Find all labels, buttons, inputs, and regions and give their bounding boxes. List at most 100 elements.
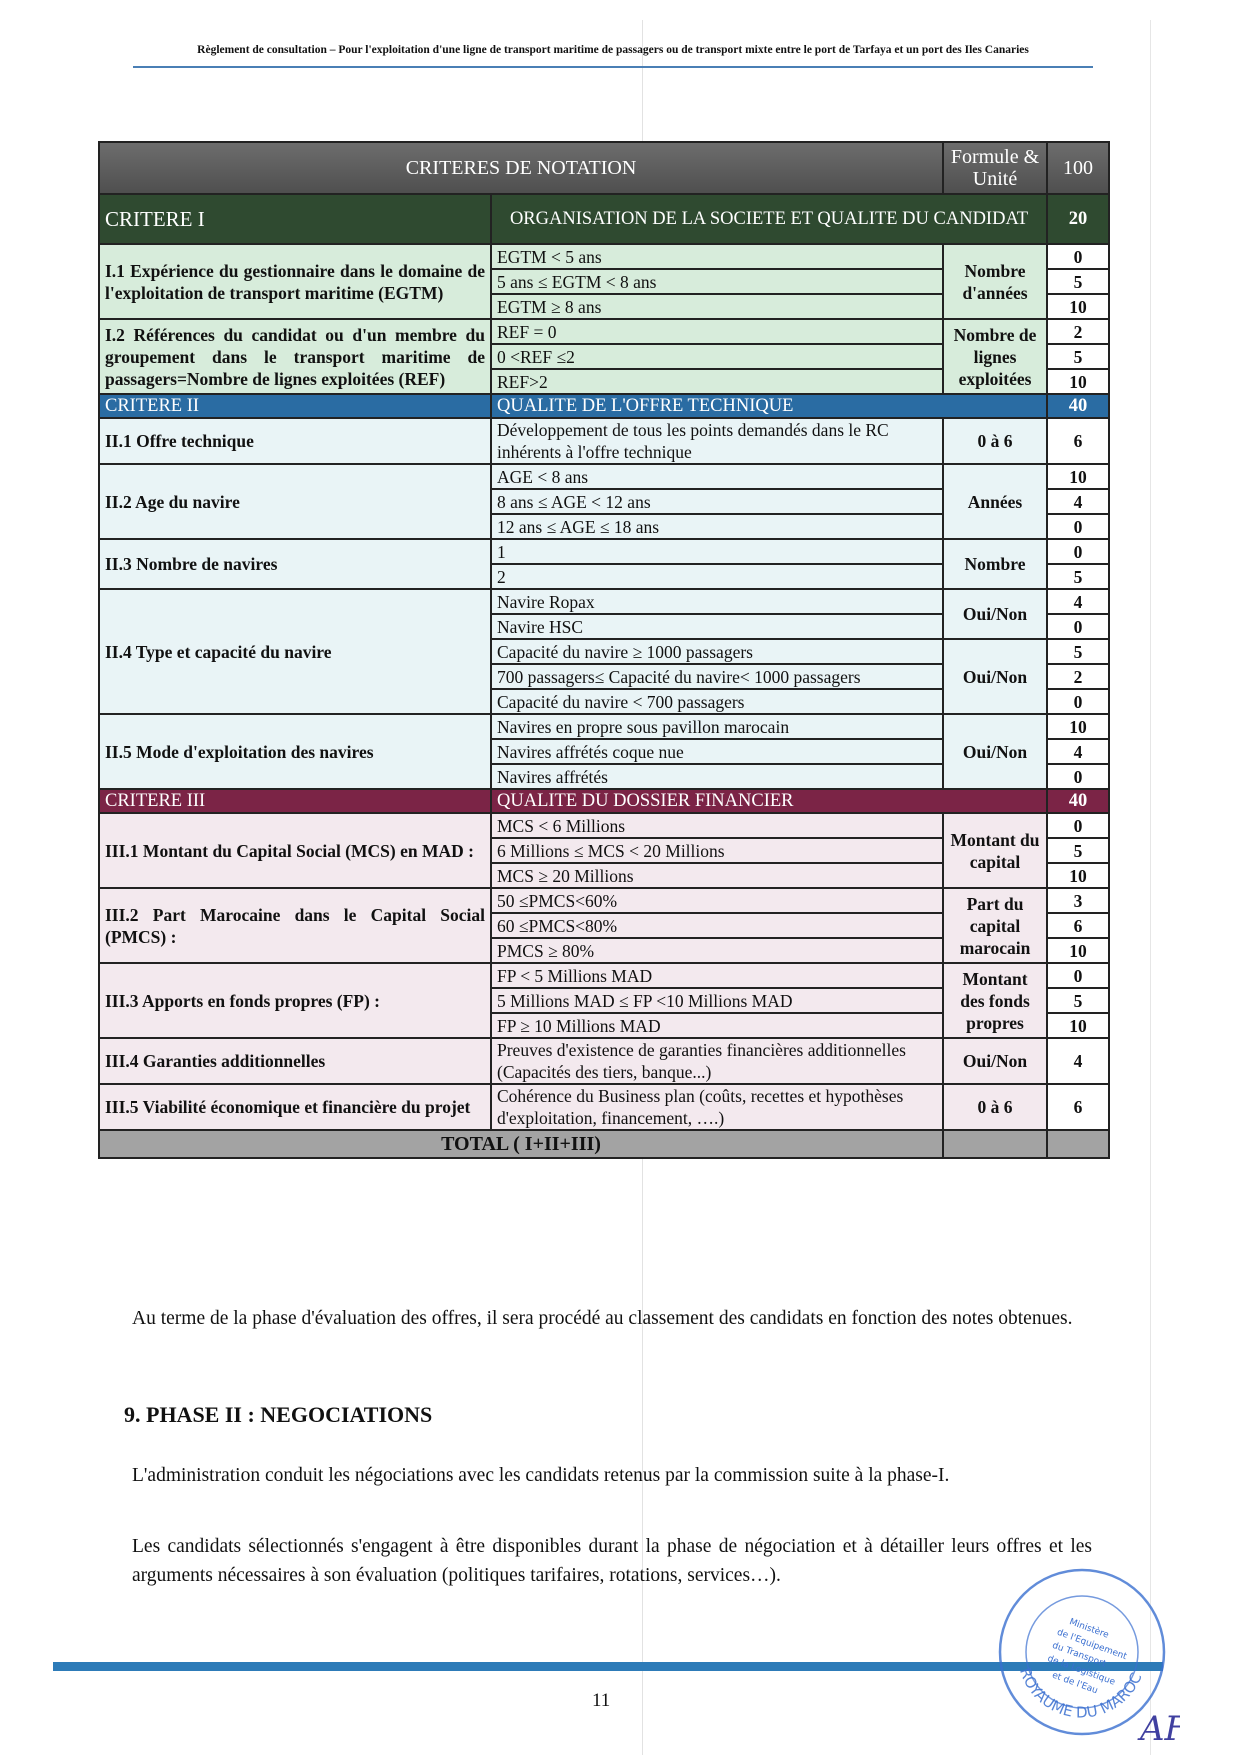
option-text: Navire HSC	[489, 613, 945, 640]
option-text: FP ≥ 10 Millions MAD	[489, 1012, 945, 1039]
unit-cell: Nombre d'années	[942, 243, 1049, 320]
option-text: Navires en propre sous pavillon marocain	[489, 713, 945, 740]
score-cell: 2	[1046, 663, 1111, 690]
running-header: Règlement de consultation – Pour l'explo…	[197, 44, 1029, 56]
unit-cell: Oui/Non	[942, 1037, 1049, 1085]
option-text: 12 ans ≤ AGE ≤ 18 ans	[489, 513, 945, 540]
total-score-cell	[1046, 1129, 1111, 1159]
option-text: 1	[489, 538, 945, 565]
option-text: Développement de tous les points demandé…	[489, 417, 945, 465]
criterion-option-row: Navires affrétés coque nue 4	[99, 738, 1111, 765]
criterion-label: CRITERE II	[98, 393, 492, 419]
option-text: Navire Ropax	[489, 588, 945, 615]
criterion-title: ORGANISATION DE LA SOCIETE ET QUALITE DU…	[489, 193, 1049, 245]
unit-header: Formule & Unité	[942, 141, 1049, 195]
criterion-option-row: PMCS ≥ 80% 10	[99, 937, 1111, 964]
score-cell: 10	[1046, 862, 1111, 889]
score-cell: 0	[1046, 812, 1111, 839]
score-cell: 0	[1046, 613, 1111, 640]
unit-cell: 0 à 6	[942, 417, 1049, 465]
criterion-option-row: 5 Millions MAD ≤ FP <10 Millions MAD 5	[99, 987, 1111, 1014]
svg-text:AF: AF	[1137, 1709, 1180, 1749]
official-stamp: ROYAUME DU MAROC Ministère de l'Equipeme…	[998, 1568, 1180, 1749]
unit-cell: Oui/Non	[942, 588, 1049, 640]
criterion-option-row: FP ≥ 10 Millions MAD 10	[99, 1012, 1111, 1039]
score-cell: 5	[1046, 638, 1111, 665]
score-cell: 5	[1046, 563, 1111, 590]
criterion-title: QUALITE DU DOSSIER FINANCIER	[489, 788, 1049, 814]
page-edge-line	[1150, 20, 1151, 1755]
criterion-option-row: REF>2 10	[99, 368, 1111, 395]
page-number: 11	[592, 1690, 611, 1711]
scoring-table: CRITERES DE NOTATION Formule & Unité 100…	[97, 141, 1111, 1159]
header-rule	[133, 66, 1093, 68]
criterion-option-row: III.4 Garanties additionnelles Preuves d'…	[98, 1037, 1111, 1085]
score-cell: 0	[1046, 243, 1111, 270]
unit-cell: Montant des fonds propres	[942, 962, 1049, 1039]
criterion-option-row: 0 <REF ≤2 5	[99, 343, 1111, 370]
option-text: EGTM ≥ 8 ans	[489, 293, 945, 320]
score-cell: 10	[1046, 368, 1111, 395]
unit-cell: Nombre de lignes exploitées	[942, 318, 1049, 395]
criterion-option-row: Capacité du navire ≥ 1000 passagers Oui/N…	[99, 638, 1111, 715]
option-text: Navires affrétés coque nue	[489, 738, 945, 765]
criterion-option-row: II.4 Type et capacité du navire Navire Ro…	[98, 588, 1111, 715]
sub-criterion-label: III.2 Part Marocaine dans le Capital Soc…	[98, 887, 492, 964]
criterion-points: 40	[1046, 393, 1111, 419]
criterion-option-row: EGTM ≥ 8 ans 10	[99, 293, 1111, 320]
score-cell: 5	[1046, 987, 1111, 1014]
criterion-header-row: CRITERE I ORGANISATION DE LA SOCIETE ET Q…	[98, 193, 1111, 245]
footer-bar	[53, 1662, 1163, 1671]
total-row: TOTAL ( I+II+III)	[97, 1129, 1111, 1159]
score-cell: 6	[1046, 1083, 1111, 1131]
criterion-option-row: 8 ans ≤ AGE < 12 ans 4	[99, 488, 1111, 515]
option-text: 0 <REF ≤2	[489, 343, 945, 370]
score-cell: 5	[1046, 268, 1111, 295]
criterion-points: 20	[1046, 193, 1111, 245]
criterion-points: 40	[1046, 788, 1111, 814]
score-cell: 10	[1046, 293, 1111, 320]
criterion-option-row: 700 passagers≤ Capacité du navire< 1000 …	[99, 663, 1111, 690]
unit-cell: Nombre	[942, 538, 1049, 590]
criterion-option-row: II.2 Age du navire AGE < 8 ans Années 10	[98, 463, 1111, 540]
option-text: REF = 0	[489, 318, 945, 345]
paragraph-candidates: Les candidats sélectionnés s'engagent à …	[132, 1536, 1092, 1586]
score-cell: 4	[1046, 738, 1111, 765]
sub-criterion-label: II.1 Offre technique	[98, 417, 492, 465]
criterion-option-row: 60 ≤PMCS<80% 6	[99, 912, 1111, 939]
option-text: Preuves d'existence de garanties financi…	[489, 1037, 945, 1085]
total-unit-cell	[942, 1129, 1049, 1159]
criterion-option-row: II.1 Offre technique Développement de tou…	[98, 417, 1111, 465]
sub-criterion-label: I.2 Références du candidat ou d'un membr…	[98, 318, 492, 395]
score-cell: 0	[1046, 763, 1111, 790]
score-cell: 4	[1046, 488, 1111, 515]
score-cell: 10	[1046, 463, 1111, 490]
option-text: MCS ≥ 20 Millions	[489, 862, 945, 889]
criterion-option-row: 12 ans ≤ AGE ≤ 18 ans 0	[99, 513, 1111, 540]
criterion-label: CRITERE I	[98, 193, 492, 245]
criterion-title: QUALITE DE L'OFFRE TECHNIQUE	[489, 393, 1049, 419]
sub-criterion-label: III.1 Montant du Capital Social (MCS) en…	[98, 812, 492, 889]
score-cell: 10	[1046, 1012, 1111, 1039]
criterion-option-row: 6 Millions ≤ MCS < 20 Millions 5	[99, 837, 1111, 864]
score-cell: 6	[1046, 417, 1111, 465]
sub-criterion-label: III.5 Viabilité économique et financière…	[98, 1083, 492, 1131]
score-cell: 4	[1046, 1037, 1111, 1085]
score-cell: 2	[1046, 318, 1111, 345]
criterion-option-row: MCS ≥ 20 Millions 10	[99, 862, 1111, 889]
criterion-option-row: III.3 Apports en fonds propres (FP) : FP …	[98, 962, 1111, 1039]
option-text: REF>2	[489, 368, 945, 395]
option-text: 5 Millions MAD ≤ FP <10 Millions MAD	[489, 987, 945, 1014]
criterion-header-row: CRITERE III QUALITE DU DOSSIER FINANCIER 4…	[98, 788, 1111, 814]
option-text: 5 ans ≤ EGTM < 8 ans	[489, 268, 945, 295]
option-text: 8 ans ≤ AGE < 12 ans	[489, 488, 945, 515]
option-text: Navires affrétés	[489, 763, 945, 790]
score-cell: 4	[1046, 588, 1111, 615]
option-text: 50 ≤PMCS<60%	[489, 887, 945, 914]
paragraph-ranking: Au terme de la phase d'évaluation des of…	[132, 1308, 1073, 1329]
option-text: AGE < 8 ans	[489, 463, 945, 490]
sub-criterion-label: II.4 Type et capacité du navire	[98, 588, 492, 715]
criterion-option-row: Navire HSC 0	[99, 613, 1111, 640]
criterion-option-row: Navires affrétés 0	[99, 763, 1111, 790]
option-text: EGTM < 5 ans	[489, 243, 945, 270]
